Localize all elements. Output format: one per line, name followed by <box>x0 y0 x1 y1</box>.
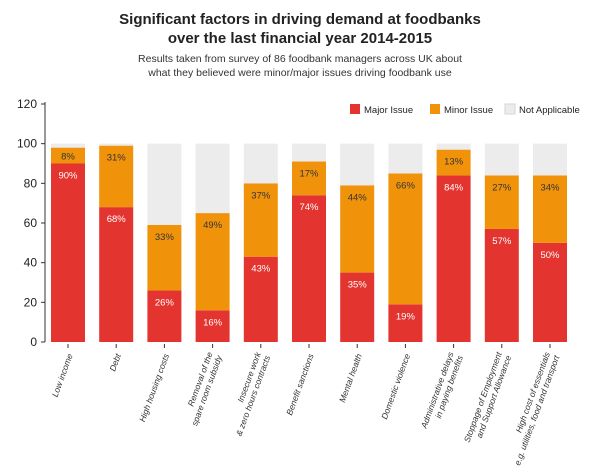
chart-subtitle-line-1: Results taken from survey of 86 foodbank… <box>138 53 462 65</box>
data-label-major-issue: 43% <box>251 264 271 275</box>
bar-not-applicable <box>99 143 134 146</box>
bar-not-applicable <box>340 143 375 186</box>
bar-minor-issue <box>388 173 423 305</box>
data-label-major-issue: 84% <box>444 182 464 193</box>
bar-not-applicable <box>292 143 326 162</box>
bar-not-applicable <box>195 143 230 214</box>
bar-minor-issue <box>147 224 182 291</box>
x-category-label: Mental health <box>337 352 364 404</box>
data-label-minor-issue: 44% <box>348 192 368 203</box>
data-label-minor-issue: 8% <box>61 152 75 163</box>
legend-label: Major Issue <box>364 105 413 116</box>
data-label-major-issue: 90% <box>58 171 78 182</box>
data-label-minor-issue: 17% <box>299 169 319 180</box>
data-label-major-issue: 74% <box>299 202 319 213</box>
legend-swatch <box>430 104 440 114</box>
x-category-label: Administrative delaysin paying benefits <box>418 350 465 434</box>
data-label-major-issue: 26% <box>155 297 175 308</box>
chart-subtitle-line-2: what they believed were minor/major issu… <box>148 67 452 79</box>
bar-major-issue <box>436 175 471 342</box>
data-label-major-issue: 19% <box>396 311 416 322</box>
data-label-major-issue: 35% <box>348 280 368 291</box>
bar-minor-issue <box>51 147 85 164</box>
x-category-label-line: High housing costs <box>137 352 171 424</box>
bar-major-issue <box>99 207 134 342</box>
bar-minor-issue <box>292 161 326 196</box>
y-tick-label: 20 <box>24 295 38 309</box>
bar-not-applicable <box>533 143 567 176</box>
bar-minor-issue <box>340 185 375 273</box>
bar-not-applicable <box>147 143 182 225</box>
bar-major-issue <box>340 272 375 342</box>
y-tick-label: 0 <box>30 335 37 349</box>
chart-title-line-1: Significant factors in driving demand at… <box>119 11 481 28</box>
x-category-label-line: Domestic violence <box>379 352 412 420</box>
x-category-label: High cost of essentialse.g. utilities, f… <box>503 350 562 466</box>
bar-major-issue <box>195 310 230 342</box>
x-category-label: High housing costs <box>137 352 171 424</box>
x-category-label: Benefit sanctions <box>284 352 316 417</box>
legend-label: Not Applicable <box>519 105 580 116</box>
bar-not-applicable <box>436 143 471 150</box>
x-category-label-line: Debt <box>107 352 123 373</box>
bar-major-issue <box>388 304 423 342</box>
bar-minor-issue <box>533 175 567 243</box>
bar-major-issue <box>292 195 326 342</box>
x-category-label: Stoppage of Employmentand Support Allowa… <box>462 350 514 447</box>
bar-not-applicable <box>51 143 85 148</box>
bar-major-issue <box>533 242 567 342</box>
y-tick-label: 120 <box>17 97 37 111</box>
bar-major-issue <box>243 256 278 342</box>
x-category-label: Domestic violence <box>379 352 412 420</box>
bar-minor-issue <box>195 213 230 311</box>
bar-not-applicable <box>484 143 519 176</box>
data-label-minor-issue: 27% <box>492 182 512 193</box>
x-category-label: Low income <box>50 352 75 398</box>
bar-minor-issue <box>243 183 278 257</box>
data-label-minor-issue: 37% <box>251 190 271 201</box>
legend-label: Minor Issue <box>444 105 493 116</box>
bar-major-issue <box>147 290 182 342</box>
bar-major-issue <box>484 228 519 342</box>
bar-minor-issue <box>484 175 519 229</box>
y-tick-label: 100 <box>17 137 37 151</box>
data-label-minor-issue: 66% <box>396 180 416 191</box>
x-category-label-line: Benefit sanctions <box>284 352 316 417</box>
y-tick-label: 80 <box>24 176 38 190</box>
x-category-label: Insecure work& zero hours contracts <box>224 350 272 437</box>
y-tick-label: 40 <box>24 256 38 270</box>
bar-not-applicable <box>388 143 423 174</box>
x-category-label-line: Mental health <box>337 352 364 404</box>
data-label-major-issue: 50% <box>540 250 560 261</box>
y-tick-label: 60 <box>24 216 38 230</box>
bar-major-issue <box>51 163 85 342</box>
data-label-major-issue: 57% <box>492 236 512 247</box>
chart-title-line-2: over the last financial year 2014-2015 <box>167 30 433 47</box>
legend-swatch <box>350 104 360 114</box>
data-label-minor-issue: 34% <box>540 182 560 193</box>
data-label-minor-issue: 31% <box>107 153 127 164</box>
x-category-label-line: Low income <box>50 352 75 398</box>
data-label-major-issue: 16% <box>203 317 223 328</box>
bar-minor-issue <box>99 145 134 208</box>
x-category-label: Removal of thespare room subsidy <box>180 350 224 427</box>
x-category-label: Debt <box>107 352 123 373</box>
data-label-minor-issue: 13% <box>444 157 464 168</box>
bar-minor-issue <box>436 149 471 176</box>
legend-swatch <box>504 103 516 115</box>
data-label-major-issue: 68% <box>107 214 127 225</box>
bar-not-applicable <box>243 143 278 184</box>
data-label-minor-issue: 33% <box>155 232 175 243</box>
data-label-minor-issue: 49% <box>203 220 223 231</box>
